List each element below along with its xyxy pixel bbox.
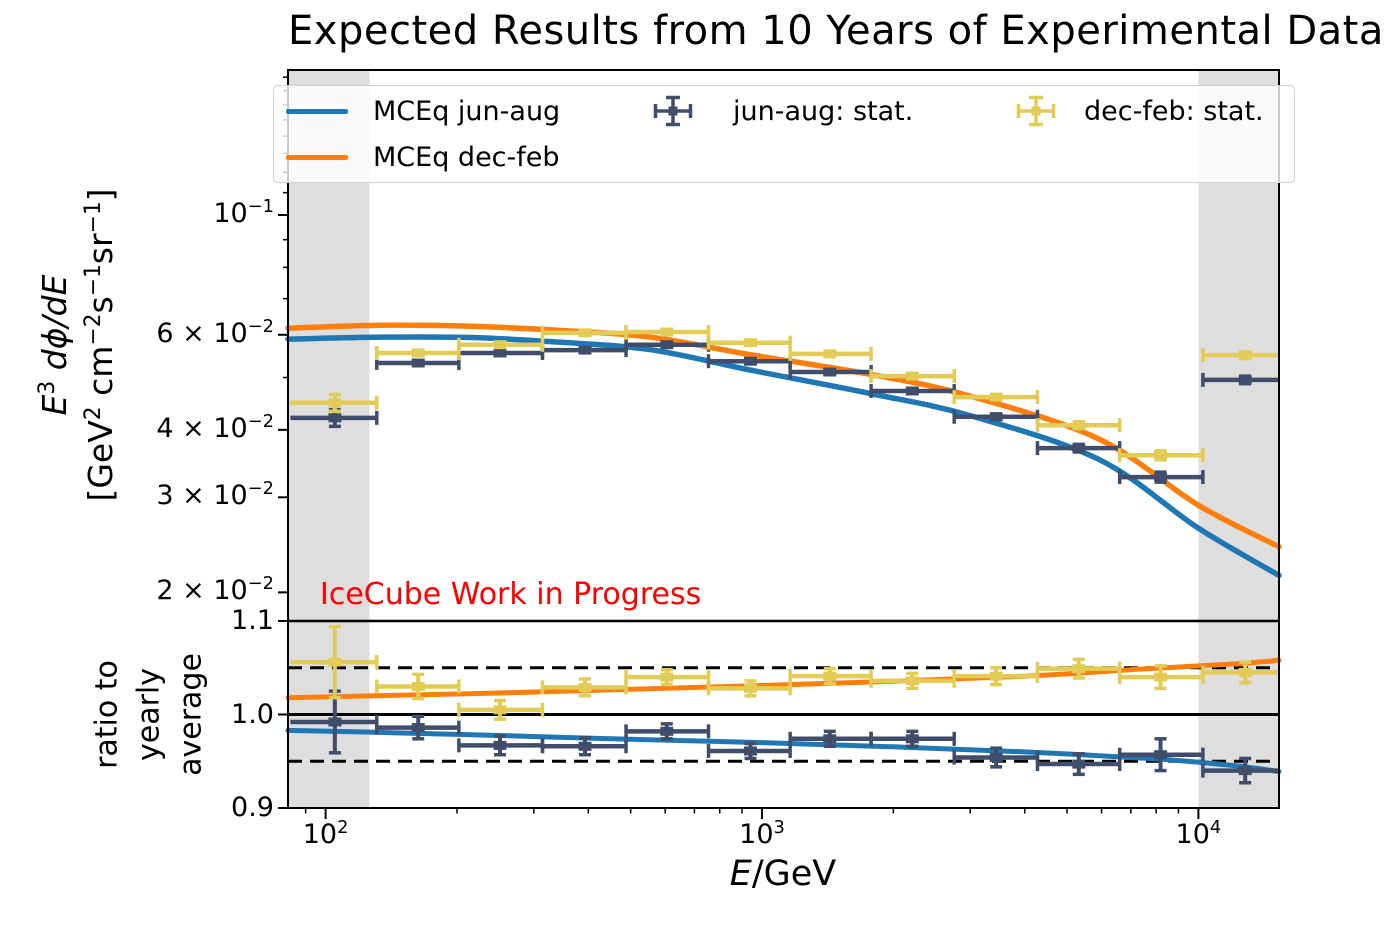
data-marker	[1154, 672, 1168, 682]
data-marker	[905, 371, 919, 381]
data-marker	[1072, 420, 1086, 430]
data-marker	[744, 338, 757, 348]
data-marker	[744, 356, 757, 366]
data-marker	[660, 327, 674, 337]
data-marker	[744, 746, 757, 756]
x-axis-label: E/GeV	[729, 854, 837, 894]
data-marker	[493, 340, 507, 350]
data-marker	[989, 412, 1003, 422]
data-marker	[578, 741, 592, 751]
y-main-tick-label: 4 × 10−2	[156, 410, 274, 444]
errorbar-glyph-icon	[1016, 95, 1056, 127]
curve-main-mceq-dec-feb	[285, 322, 1282, 550]
data-marker	[578, 328, 592, 338]
data-marker	[660, 726, 674, 736]
y-ratio-tick-label: 1.1	[231, 605, 274, 636]
data-marker	[578, 682, 592, 692]
shaded-region	[1198, 70, 1279, 808]
data-marker	[1154, 472, 1168, 482]
data-marker	[660, 340, 674, 350]
data-marker	[1238, 375, 1252, 385]
data-marker	[1238, 766, 1252, 776]
data-marker	[823, 367, 837, 377]
points-ratio-dec-feb-stat-	[290, 624, 1279, 721]
chart-title: Expected Results from 10 Years of Experi…	[288, 8, 1384, 54]
data-marker	[493, 348, 507, 358]
points-main-dec-feb-stat-	[290, 325, 1279, 463]
legend-line-swatch-jun-aug	[286, 109, 348, 114]
y-main-tick-label: 3 × 10−2	[156, 478, 274, 512]
data-marker	[1072, 664, 1086, 674]
x-tick-label: 103	[739, 817, 785, 850]
data-marker	[1154, 750, 1168, 760]
data-marker	[328, 657, 342, 667]
legend-label-mceq-jun-aug: MCEq jun-aug	[373, 96, 561, 127]
data-marker	[744, 683, 757, 693]
data-marker	[905, 676, 919, 686]
y-main-tick-label: 2 × 10−2	[156, 573, 274, 607]
y-main-tick-label: 10−1	[213, 195, 274, 229]
data-marker	[411, 358, 425, 368]
curve-main-mceq-jun-aug	[285, 334, 1282, 579]
data-marker	[1154, 450, 1168, 460]
legend: MCEq jun-aug MCEq dec-feb jun-aug: stat.…	[273, 85, 1295, 183]
data-marker	[1072, 443, 1086, 453]
data-marker	[905, 734, 919, 744]
errorbar-glyph-icon	[653, 95, 693, 127]
data-marker	[493, 740, 507, 750]
legend-label-jun-aug-stat: jun-aug: stat.	[733, 96, 914, 127]
x-tick-label: 104	[1175, 817, 1222, 850]
data-marker	[1072, 759, 1086, 769]
shaded-region	[288, 70, 370, 808]
data-marker	[1238, 350, 1252, 360]
data-marker	[660, 672, 674, 682]
legend-line-swatch-dec-feb	[286, 155, 348, 160]
data-marker	[823, 349, 837, 359]
watermark-text: IceCube Work in Progress	[320, 577, 702, 612]
data-marker	[411, 682, 425, 691]
legend-label-mceq-dec-feb: MCEq dec-feb	[373, 142, 560, 173]
x-tick-label: 102	[302, 817, 349, 850]
data-marker	[989, 671, 1003, 681]
y-main-tick-label: 6 × 10−2	[156, 315, 274, 349]
data-marker	[328, 398, 342, 408]
points-ratio-jun-aug-stat-	[290, 689, 1279, 785]
data-marker	[328, 717, 342, 727]
data-marker	[989, 753, 1003, 762]
data-marker	[411, 723, 425, 733]
y-ratio-tick-label: 0.9	[231, 792, 274, 823]
data-marker	[989, 392, 1003, 402]
y-ratio-tick-label: 1.0	[231, 698, 274, 730]
data-marker	[578, 345, 592, 355]
data-marker	[905, 386, 919, 396]
legend-label-dec-feb-stat: dec-feb: stat.	[1084, 96, 1264, 127]
data-marker	[328, 413, 342, 423]
data-marker	[823, 734, 837, 744]
data-marker	[1238, 667, 1252, 677]
data-marker	[411, 348, 425, 358]
points-main-jun-aug-stat-	[290, 337, 1279, 485]
data-marker	[493, 705, 507, 715]
data-marker	[823, 671, 837, 681]
